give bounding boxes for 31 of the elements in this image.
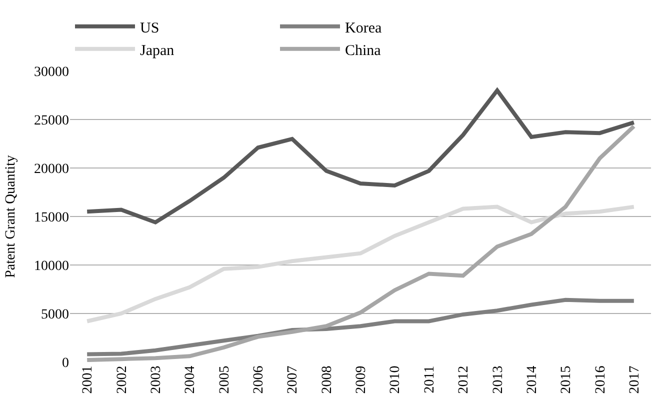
y-tick-label: 15000: [34, 210, 69, 226]
line-series: [85, 204, 636, 324]
x-tick-label: 2001: [80, 366, 96, 394]
y-tick-label: 25000: [34, 113, 69, 128]
x-tick-label: 2006: [252, 366, 267, 394]
x-tick-label: 2012: [456, 366, 472, 394]
x-tick-label: 2013: [490, 366, 506, 394]
x-tick-label: 2015: [559, 366, 574, 394]
line-series: [85, 88, 636, 224]
x-tick-label: 2009: [354, 366, 370, 394]
y-axis-title: Patent Grant Quantity: [4, 155, 19, 278]
x-tick-label: 2007: [286, 366, 301, 394]
legend-label: Korea: [345, 20, 382, 36]
x-tick-label: 2008: [320, 366, 335, 394]
x-tick-label: 2002: [114, 366, 130, 394]
x-tick-label: 2016: [593, 366, 608, 394]
y-tick-label: 20000: [34, 162, 69, 177]
y-tick-label: 0: [62, 356, 69, 371]
x-tick-label: 2017: [627, 366, 642, 394]
y-tick-label: 10000: [34, 258, 69, 274]
x-tick-label: 2003: [148, 366, 164, 394]
legend-label: US: [140, 20, 160, 36]
legend-label: Japan: [140, 42, 175, 59]
x-tick-label: 2014: [524, 366, 540, 394]
x-tick-label: 2004: [183, 366, 198, 394]
y-tick-label: 30000: [34, 64, 69, 80]
x-tick-label: 2011: [422, 366, 438, 394]
x-tick-label: 2010: [388, 366, 404, 394]
x-tick-label: 2005: [217, 366, 232, 394]
legend-label: China: [345, 42, 382, 59]
y-tick-label: 5000: [41, 307, 69, 322]
